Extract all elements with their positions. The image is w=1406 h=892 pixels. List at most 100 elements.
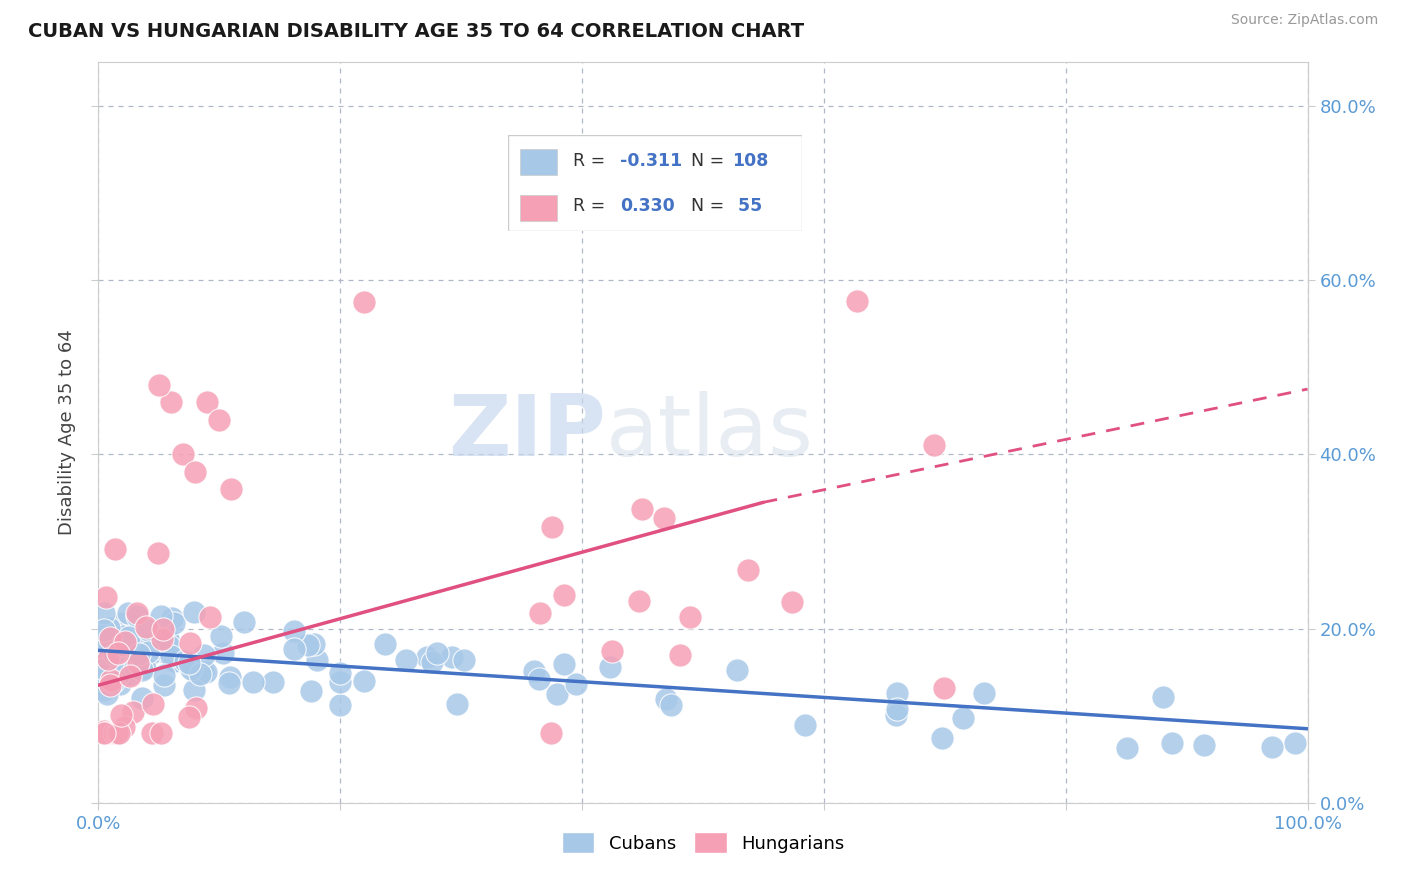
Point xyxy=(103,675,125,690)
Point xyxy=(599,660,621,674)
Point xyxy=(142,697,165,711)
Point xyxy=(124,660,146,674)
Point xyxy=(125,606,148,620)
Point xyxy=(148,377,170,392)
Point xyxy=(134,661,156,675)
Point xyxy=(131,654,153,668)
Text: 55: 55 xyxy=(731,196,762,215)
Point xyxy=(193,648,215,662)
Point xyxy=(692,199,714,213)
Point xyxy=(297,638,319,652)
Point xyxy=(934,681,956,695)
Point xyxy=(283,641,305,656)
Point xyxy=(329,698,352,713)
Point xyxy=(416,650,439,665)
Point xyxy=(179,656,201,670)
Point xyxy=(105,726,128,740)
Point xyxy=(846,294,869,309)
Point xyxy=(110,629,132,643)
Point xyxy=(93,723,115,738)
Y-axis label: Disability Age 35 to 64: Disability Age 35 to 64 xyxy=(58,330,76,535)
Point xyxy=(329,666,352,681)
Point xyxy=(122,705,145,719)
Point xyxy=(93,606,115,620)
Point xyxy=(114,634,136,648)
Point xyxy=(426,646,449,660)
Point xyxy=(973,686,995,700)
Point xyxy=(127,609,149,624)
Point xyxy=(353,295,375,310)
Text: CUBAN VS HUNGARIAN DISABILITY AGE 35 TO 64 CORRELATION CHART: CUBAN VS HUNGARIAN DISABILITY AGE 35 TO … xyxy=(28,22,804,41)
Point xyxy=(163,655,186,669)
Point xyxy=(120,632,142,646)
Point xyxy=(111,639,134,653)
Point xyxy=(149,633,172,648)
Point xyxy=(117,630,139,644)
Point xyxy=(163,616,186,631)
Point xyxy=(103,726,125,740)
Point xyxy=(141,726,163,740)
Point xyxy=(163,654,186,668)
Point xyxy=(631,501,654,516)
Point xyxy=(780,595,803,609)
Point xyxy=(193,665,215,679)
Point xyxy=(174,654,197,668)
Point xyxy=(160,395,183,409)
Point xyxy=(1192,739,1215,753)
Point xyxy=(97,652,120,666)
FancyBboxPatch shape xyxy=(508,135,803,231)
Point xyxy=(172,447,194,461)
Point xyxy=(329,674,352,689)
Point xyxy=(527,673,550,687)
Point xyxy=(195,395,218,409)
Point xyxy=(93,671,115,685)
Point xyxy=(117,607,139,621)
Point xyxy=(110,708,132,723)
Text: atlas: atlas xyxy=(606,391,814,475)
Point xyxy=(107,646,129,660)
Point xyxy=(98,632,121,646)
Point xyxy=(299,683,322,698)
Point xyxy=(160,648,183,663)
Point xyxy=(179,636,201,650)
Point xyxy=(149,643,172,657)
Legend: Cubans, Hungarians: Cubans, Hungarians xyxy=(554,825,852,861)
Point xyxy=(142,637,165,651)
Text: Source: ZipAtlas.com: Source: ZipAtlas.com xyxy=(1230,13,1378,28)
Point xyxy=(1261,739,1284,754)
Point xyxy=(1161,736,1184,750)
Point xyxy=(219,670,242,684)
Point xyxy=(135,638,157,652)
Point xyxy=(135,620,157,634)
Point xyxy=(136,645,159,659)
Point xyxy=(94,726,117,740)
Point xyxy=(523,664,546,678)
Point xyxy=(565,677,588,691)
Point xyxy=(440,650,463,665)
Point xyxy=(96,590,118,604)
Point xyxy=(146,546,169,560)
Point xyxy=(183,663,205,677)
Point xyxy=(218,675,240,690)
Point xyxy=(117,645,139,659)
Point xyxy=(131,664,153,678)
Text: -0.311: -0.311 xyxy=(620,153,682,170)
Point xyxy=(188,667,211,681)
Point xyxy=(198,609,221,624)
Point xyxy=(122,648,145,663)
Point xyxy=(139,647,162,661)
Point xyxy=(93,640,115,655)
Point xyxy=(157,639,180,653)
Point xyxy=(884,708,907,723)
Point xyxy=(221,482,243,496)
Point xyxy=(148,640,170,655)
Point xyxy=(157,632,180,646)
Point xyxy=(283,624,305,638)
Point xyxy=(353,673,375,688)
FancyBboxPatch shape xyxy=(520,195,557,221)
Point xyxy=(183,605,205,619)
Point xyxy=(208,412,231,426)
Point xyxy=(153,678,176,692)
Point xyxy=(1115,741,1137,756)
Point xyxy=(110,677,132,691)
